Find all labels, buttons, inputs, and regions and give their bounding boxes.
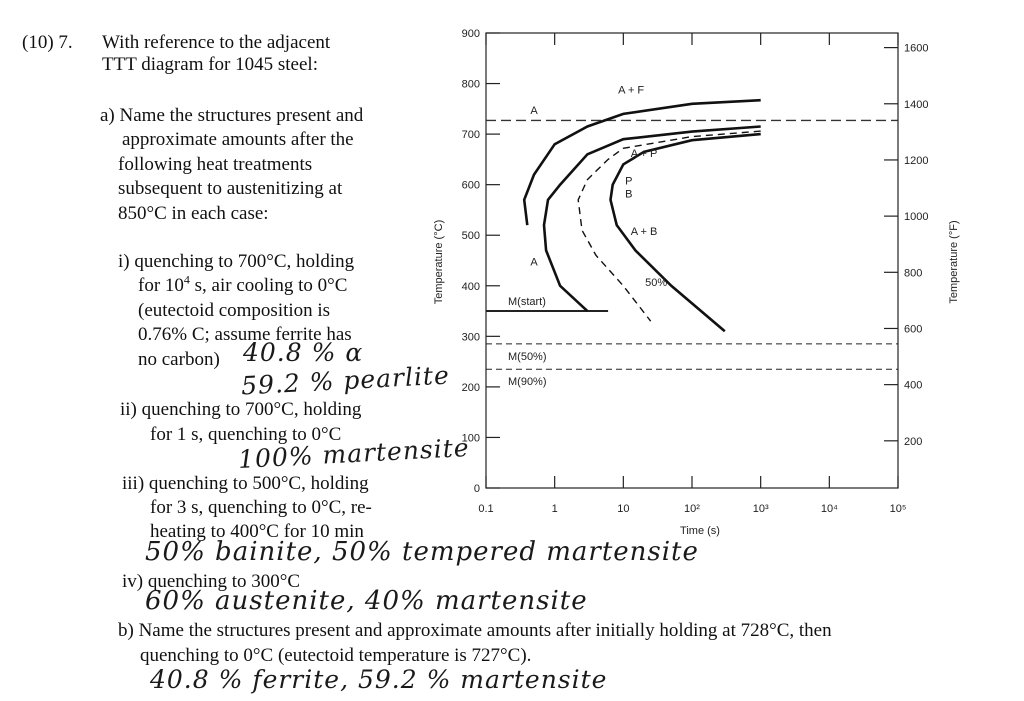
y-right-tick-label: 800 [904,267,922,279]
curve-transformation-finish [609,132,761,333]
curve-transformation-50pct [577,130,761,322]
part-a-line3: following heat treatments [118,154,313,175]
y-right-tick-label: 400 [904,380,922,392]
part-b-line2: quenching to 0°C (eutectoid temperature … [140,645,532,666]
region-label: A + F [618,85,644,97]
y-right-tick-label: 600 [904,323,922,335]
region-label: A + P [631,148,658,160]
part-a-line5: 850°C in each case: [118,203,269,224]
y-right-tick-label: 1200 [904,155,928,167]
y-tick-label: 700 [462,129,480,141]
part-iii-line2: for 3 s, quenching to 0°C, re- [150,497,372,518]
y-right-tick-label: 1400 [904,99,928,111]
y-tick-label: 100 [462,432,480,444]
y-tick-label: 500 [462,230,480,242]
part-i-line2a: for 10 [138,275,184,296]
part-i-line2b: s, air cooling to 0°C [189,275,348,296]
region-label: B [625,188,632,200]
question-lead-line2: TTT diagram for 1045 steel: [102,54,318,75]
y-tick-label: 200 [462,382,480,394]
curve-ferrite-start [522,98,761,226]
x-tick-label: 10² [684,503,700,515]
x-tick-label: 10⁴ [821,503,838,515]
region-label: P [625,176,632,188]
part-i-line2: for 104 s, air cooling to 0°C [138,272,348,297]
part-b-line1: b) Name the structures present and appro… [118,620,832,641]
x-tick-label: 1 [552,503,558,515]
y-right-tick-label: 1600 [904,43,928,55]
x-tick-label: 10 [617,503,629,515]
region-label: A [530,257,538,269]
region-label: A + B [631,226,658,238]
martensite-label: M(50%) [508,351,547,363]
part-iv-line1: iv) quenching to 300°C [122,571,301,592]
part-iii-line3: heating to 400°C for 10 min [150,521,364,542]
answer-iii: 50% bainite, 50% tempered martensite [145,537,699,567]
plot-frame [485,32,899,489]
region-label: A [530,105,538,117]
part-ii-line1: ii) quenching to 700°C, holding [120,399,362,420]
answer-b: 40.8 % ferrite, 59.2 % martensite [150,665,608,694]
answer-i-ferrite: 40.8 % α [243,338,364,367]
x-tick-label: 10³ [753,503,769,515]
y-right-tick-label: 1000 [904,211,928,223]
y-tick-label: 300 [462,331,480,343]
part-a-line2: approximate amounts after the [122,129,354,150]
region-label: 50% [645,277,667,289]
part-i-line1: i) quenching to 700°C, holding [118,251,355,272]
y-tick-label: 900 [462,28,480,40]
x-tick-label: 0.1 [478,503,493,515]
part-i-line4: 0.76% C; assume ferrite has [138,324,352,345]
question-number: (10) 7. [22,32,73,53]
curve-pearlite-start [542,125,761,313]
y-right-tick-label: 200 [904,436,922,448]
part-i-line3: (eutectoid composition is [138,300,331,321]
part-iii-line1: iii) quenching to 500°C, holding [122,473,369,494]
x-tick-label: 10⁵ [890,503,907,515]
question-lead-line1: With reference to the adjacent [102,32,331,53]
part-ii-line2: for 1 s, quenching to 0°C [150,424,342,445]
martensite-label: M(90%) [508,376,547,388]
part-a-line1: a) Name the structures present and [100,105,364,126]
martensite-label: M(start) [508,296,546,308]
y-axis-label: Temperature (°C) [433,220,445,304]
y-tick-label: 600 [462,180,480,192]
part-i-line5: no carbon) [138,349,220,370]
y-right-axis-label: Temperature (°F) [948,220,960,303]
y-tick-label: 400 [462,281,480,293]
y-tick-label: 800 [462,79,480,91]
x-axis-label: Time (s) [680,525,720,537]
y-tick-label: 0 [474,483,480,495]
part-a-line4: subsequent to austenitizing at [118,178,343,199]
part-i-exponent: 4 [183,272,190,287]
answer-iv: 60% austenite, 40% martensite [145,586,588,616]
